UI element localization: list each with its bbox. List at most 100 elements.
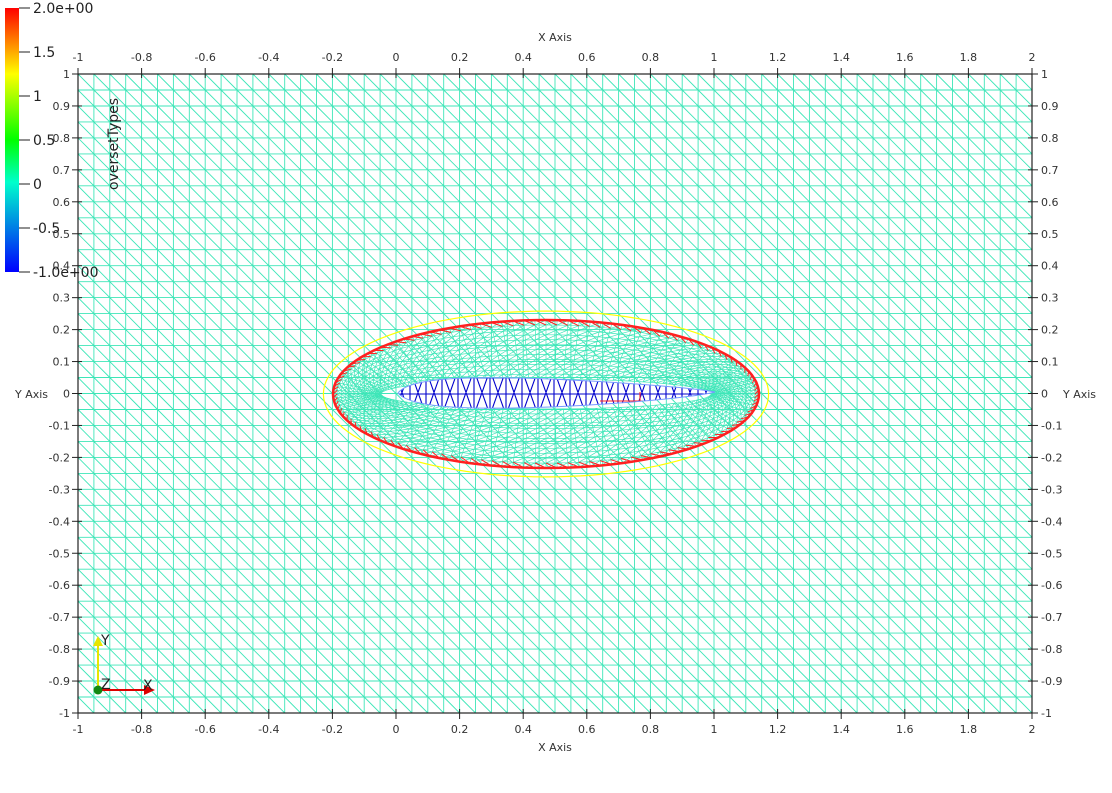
- y-tick-label-left: -0.1: [49, 419, 70, 432]
- y-tick-label-right: 0.6: [1041, 196, 1059, 209]
- x-tick-label-bottom: 2: [1029, 723, 1036, 736]
- y-tick-label-right: 0.1: [1041, 356, 1059, 369]
- colorbar-gradient: [5, 8, 19, 272]
- y-tick-label-right: 1: [1041, 68, 1048, 81]
- orientation-z-label: Z: [101, 677, 111, 693]
- x-tick-label-top: -0.4: [258, 51, 279, 64]
- x-tick-label-top: 1.4: [832, 51, 850, 64]
- y-tick-label-left: -0.5: [49, 547, 70, 560]
- x-tick-label-bottom: -1: [73, 723, 84, 736]
- colorbar-label: -1.0e+00: [33, 265, 98, 281]
- colorbar-label: 1: [33, 89, 42, 105]
- y-axis-title-left: Y Axis: [14, 388, 48, 401]
- x-arrow-icon: [144, 685, 155, 695]
- x-tick-label-bottom: 1: [711, 723, 718, 736]
- x-tick-label-bottom: 0.6: [578, 723, 596, 736]
- z-axis-icon: [93, 685, 103, 695]
- colorbar: 2.0e+00 1.5 1 0.5 0 -0.5 -1.0e+00 oversetTypes: [5, 1, 122, 281]
- x-tick-label-top: -1: [73, 51, 84, 64]
- y-tick-label-right: -1: [1041, 707, 1052, 720]
- colorbar-label: 2.0e+00: [33, 1, 93, 17]
- x-tick-label-top: 0.6: [578, 51, 596, 64]
- overset-receptor-ring: [322, 310, 770, 478]
- background-mesh-lines: [78, 74, 1032, 713]
- colorbar-label: 0: [33, 177, 42, 193]
- y-tick-label-left: -0.8: [49, 643, 70, 656]
- background-mesh: [78, 74, 1032, 713]
- axes-grid: -1-1-0.8-0.8-0.6-0.6-0.4-0.4-0.2-0.2000.…: [14, 31, 1096, 754]
- overset-mesh-lines: [332, 319, 760, 469]
- x-tick-label-bottom: 0: [393, 723, 400, 736]
- x-tick-label-bottom: 1.2: [769, 723, 787, 736]
- x-tick-label-bottom: -0.6: [194, 723, 215, 736]
- y-tick-label-left: 0.9: [53, 100, 71, 113]
- colorbar-label: -0.5: [33, 221, 60, 237]
- y-tick-label-left: 0.1: [53, 356, 71, 369]
- x-tick-label-bottom: -0.4: [258, 723, 279, 736]
- x-tick-label-bottom: 0.4: [514, 723, 532, 736]
- y-tick-label-left: 0.5: [53, 228, 71, 241]
- overset-fringe-cells: [332, 319, 760, 469]
- y-tick-label-right: 0.7: [1041, 164, 1059, 177]
- y-tick-label-right: 0: [1041, 388, 1048, 401]
- y-tick-label-right: 0.2: [1041, 324, 1059, 337]
- y-tick-label-left: -0.2: [49, 451, 70, 464]
- x-tick-label-top: 0.2: [451, 51, 469, 64]
- y-tick-label-left: -0.3: [49, 483, 70, 496]
- colorbar-labels: 2.0e+00 1.5 1 0.5 0 -0.5 -1.0e+00: [19, 1, 98, 281]
- x-tick-label-top: 0: [393, 51, 400, 64]
- x-tick-label-top: -0.2: [322, 51, 343, 64]
- y-tick-label-left: 0.2: [53, 324, 71, 337]
- y-tick-label-left: -0.9: [49, 675, 70, 688]
- y-tick-label-left: 0.7: [53, 164, 71, 177]
- y-tick-label-right: -0.6: [1041, 579, 1062, 592]
- x-tick-label-bottom: -0.2: [322, 723, 343, 736]
- x-tick-label-top: 1.8: [960, 51, 978, 64]
- orientation-x-label: X: [143, 678, 153, 694]
- orientation-widget: Y Z X: [93, 633, 155, 695]
- y-tick-label-left: -0.6: [49, 579, 70, 592]
- y-tick-label-right: -0.1: [1041, 419, 1062, 432]
- x-tick-label-top: -0.8: [131, 51, 152, 64]
- y-tick-label-right: 0.8: [1041, 132, 1059, 145]
- y-arrow-icon: [93, 636, 103, 646]
- airfoil-outline: [397, 377, 716, 409]
- y-tick-label-right: -0.9: [1041, 675, 1062, 688]
- orientation-y-label: Y: [100, 633, 110, 649]
- x-tick-label-top: 2: [1029, 51, 1036, 64]
- y-axis-title-right: Y Axis: [1062, 388, 1096, 401]
- y-tick-label-left: 0.6: [53, 196, 71, 209]
- x-tick-label-bottom: 1.6: [896, 723, 914, 736]
- y-tick-label-right: -0.3: [1041, 483, 1062, 496]
- y-tick-label-left: 0.4: [53, 260, 71, 273]
- y-tick-label-right: -0.7: [1041, 611, 1062, 624]
- y-tick-label-left: 1: [63, 68, 70, 81]
- colorbar-title: oversetTypes: [106, 98, 122, 190]
- y-tick-label-right: 0.4: [1041, 260, 1059, 273]
- x-tick-label-top: 1.2: [769, 51, 787, 64]
- y-tick-label-left: -1: [59, 707, 70, 720]
- colorbar-label: 1.5: [33, 45, 55, 61]
- y-tick-label-left: -0.4: [49, 515, 70, 528]
- y-tick-label-right: -0.2: [1041, 451, 1062, 464]
- x-tick-label-top: 0.8: [642, 51, 660, 64]
- colorbar-label: 0.5: [33, 133, 55, 149]
- y-tick-label-right: 0.9: [1041, 100, 1059, 113]
- x-tick-label-top: 1.6: [896, 51, 914, 64]
- x-axis-title-top: X Axis: [538, 31, 572, 44]
- x-tick-label-bottom: 0.8: [642, 723, 660, 736]
- x-tick-label-top: 1: [711, 51, 718, 64]
- y-tick-label-left: 0: [63, 388, 70, 401]
- y-tick-label-left: 0.8: [53, 132, 71, 145]
- y-tick-label-right: -0.5: [1041, 547, 1062, 560]
- y-tick-label-right: -0.4: [1041, 515, 1062, 528]
- x-axis-title-bottom: X Axis: [538, 741, 572, 754]
- y-tick-label-right: -0.8: [1041, 643, 1062, 656]
- x-tick-label-bottom: 0.2: [451, 723, 469, 736]
- x-tick-label-bottom: 1.4: [832, 723, 850, 736]
- y-tick-label-left: -0.7: [49, 611, 70, 624]
- y-tick-label-left: 0.3: [53, 292, 71, 305]
- y-tick-label-right: 0.5: [1041, 228, 1059, 241]
